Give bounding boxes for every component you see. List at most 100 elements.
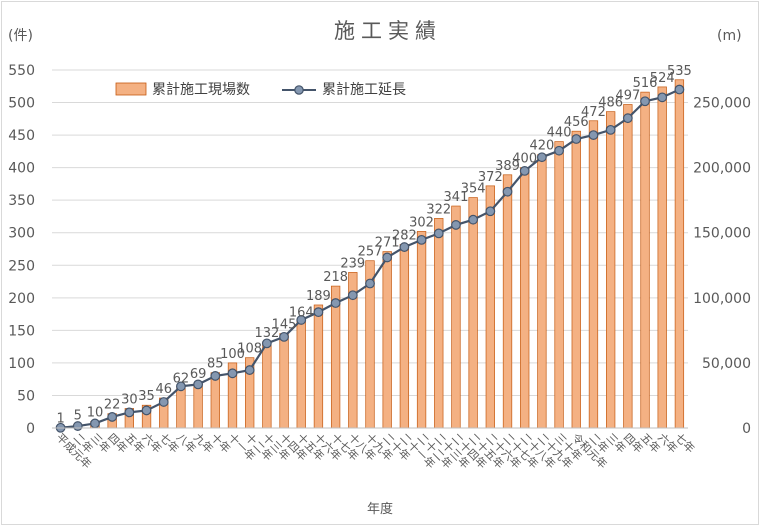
bar [296, 320, 306, 429]
bar [485, 185, 495, 429]
bar-value-label: 189 [306, 289, 331, 304]
bar-value-label: 5 [74, 409, 82, 424]
left-axis-tick-label: 250 [8, 258, 35, 274]
left-axis-unit: (件) [8, 28, 33, 44]
bar [468, 197, 478, 429]
bar [382, 251, 392, 429]
bar [554, 141, 564, 429]
line-series [55, 84, 685, 433]
bar-value-label: 389 [495, 159, 520, 174]
line-point [330, 298, 341, 308]
legend-bar-swatch [115, 82, 147, 96]
right-axis-tick-label: 0 [742, 421, 751, 437]
bar [640, 91, 650, 429]
line-point [674, 84, 685, 95]
bar-value-label: 440 [547, 126, 572, 141]
line-point [657, 92, 668, 103]
line-point [296, 315, 307, 325]
line-point [279, 331, 289, 342]
line-point [588, 130, 599, 140]
x-axis-title: 年度 [367, 501, 393, 517]
line-point [519, 165, 530, 176]
bar-value-label: 354 [461, 182, 486, 197]
line-point [210, 371, 221, 381]
bar-value-label: 35 [138, 389, 155, 404]
bar-value-label: 400 [512, 152, 537, 167]
bar [657, 86, 667, 429]
line-point [141, 405, 152, 416]
line-point [571, 134, 582, 144]
right-axis-tick-label: 200,000 [693, 161, 751, 177]
bar-series [55, 79, 685, 429]
line-point [261, 338, 272, 349]
line-point [227, 368, 238, 379]
bar-value-label: 372 [478, 170, 503, 185]
bar [674, 79, 685, 429]
line-point [244, 365, 255, 375]
bar-value-label: 257 [358, 245, 383, 260]
bar-value-label: 472 [581, 105, 606, 120]
line-point [347, 290, 358, 301]
line-point [107, 412, 118, 422]
bar-value-label: 62 [173, 372, 190, 387]
left-axis-tick-label: 200 [8, 291, 35, 307]
bar-value-label: 145 [272, 318, 297, 333]
bar-value-label: 239 [340, 256, 365, 271]
bar [210, 372, 220, 429]
legend-bar-label: 累計施工現場数 [152, 82, 250, 98]
line-point [485, 206, 496, 217]
line-point [502, 186, 513, 197]
bar-value-label: 132 [254, 326, 279, 341]
bar [313, 304, 324, 429]
line-point [622, 113, 633, 124]
bar [193, 382, 203, 429]
bar-value-label: 282 [392, 228, 417, 243]
line-point [468, 214, 479, 225]
bar [451, 205, 461, 429]
right-axis-unit: (m) [717, 28, 742, 44]
bar [279, 333, 289, 429]
bar [571, 130, 581, 429]
line-point [313, 307, 324, 318]
line-point [605, 124, 616, 135]
bar [262, 341, 272, 429]
left-axis-tick-label: 100 [8, 356, 35, 372]
legend: 累計施工現場数 累計施工延長 [115, 82, 406, 98]
line-point [382, 252, 393, 263]
bar-value-label: 486 [598, 96, 623, 111]
left-axis-tick-label: 400 [8, 161, 35, 177]
line-point [193, 379, 204, 390]
left-axis-tick-label: 0 [26, 421, 35, 437]
left-axis-tick-label: 350 [8, 193, 35, 209]
bar [176, 387, 186, 429]
bar-value-label: 85 [207, 357, 224, 372]
bar-value-label: 497 [615, 88, 640, 103]
bar [399, 244, 410, 429]
bar [606, 111, 616, 429]
bar-value-label: 164 [289, 305, 314, 320]
right-axis-tick-label: 50,000 [702, 356, 751, 372]
bar [434, 218, 444, 429]
category-label: 七年 [672, 430, 697, 455]
bar [502, 174, 513, 429]
left-axis-tick-label: 450 [8, 128, 35, 144]
line-point [640, 96, 650, 107]
bar-value-label: 420 [529, 139, 554, 154]
line-point [416, 234, 427, 245]
bar [520, 167, 530, 429]
bar-value-label: 535 [667, 64, 692, 79]
bar [416, 231, 427, 429]
line-point [399, 242, 410, 252]
bar-value-label: 456 [564, 115, 589, 130]
left-axis-tick-label: 300 [8, 226, 35, 242]
bar-value-label: 218 [323, 270, 348, 285]
line-point [554, 145, 564, 156]
legend-line-marker [294, 85, 304, 95]
bar-value-label: 22 [104, 398, 121, 413]
bar-value-label: 322 [426, 202, 451, 217]
chart-title: 施工実績 [334, 19, 442, 43]
bar-value-label: 100 [220, 347, 245, 362]
line-point [158, 397, 169, 407]
